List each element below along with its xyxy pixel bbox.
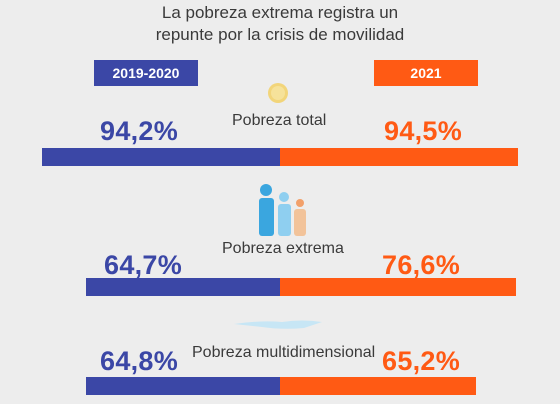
coin-icon — [268, 83, 288, 103]
value-pobreza-total-2019-2020: 94,2% — [100, 116, 179, 146]
category-pobreza-extrema: Pobreza extrema — [222, 240, 344, 257]
bar-pobreza-total-2019-2020 — [42, 148, 280, 166]
legend-2019-2020: 2019-2020 — [94, 60, 198, 86]
bar-pobreza-multidimensional-2021 — [280, 377, 476, 395]
family-icon — [259, 184, 306, 236]
value-pobreza-extrema-2021: 76,6% — [382, 250, 461, 280]
value-pobreza-total-2021: 94,5% — [384, 116, 463, 146]
category-pobreza-total: Pobreza total — [232, 112, 327, 129]
value-pobreza-multidimensional-2021: 65,2% — [382, 346, 461, 376]
value-pobreza-extrema-2019-2020: 64,7% — [104, 250, 183, 280]
bar-pobreza-total-2021 — [280, 148, 518, 166]
bar-pobreza-multidimensional-2019-2020 — [86, 377, 280, 395]
bar-pobreza-extrema-2019-2020 — [86, 278, 280, 296]
legend-2021: 2021 — [374, 60, 478, 86]
title-line-1: La pobreza extrema registra un — [161, 3, 399, 22]
chart-title: La pobreza extrema registra un repunte p… — [0, 2, 560, 46]
category-pobreza-multidimensional: Pobreza multidimensional — [192, 344, 376, 361]
bar-pobreza-extrema-2021 — [280, 278, 516, 296]
title-line-2: repunte por la crisis de movilidad — [155, 25, 405, 44]
value-pobreza-multidimensional-2019-2020: 64,8% — [100, 346, 179, 376]
cloud-shape-icon — [234, 320, 322, 329]
